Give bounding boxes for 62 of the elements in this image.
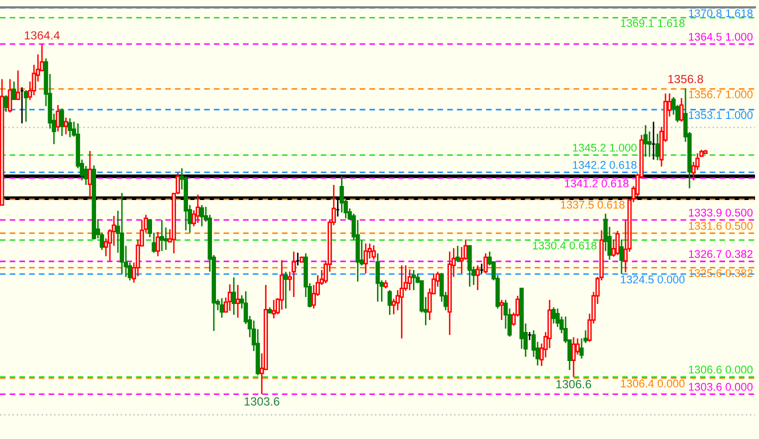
candlestick	[456, 245, 460, 263]
candlestick	[655, 133, 660, 161]
ref-line-label: 1356.7 1.000	[688, 90, 753, 98]
candlestick	[388, 289, 392, 316]
candlestick	[571, 336, 576, 378]
candlestick	[476, 264, 480, 291]
ref-line-label: 1345.2 1.000	[572, 144, 637, 152]
candlestick	[643, 124, 648, 158]
candlestick	[364, 242, 368, 274]
ref-line-label: 1364.5 1.000	[688, 32, 753, 41]
candlestick	[24, 89, 28, 122]
ref-line-label: 1337.5 0.618	[560, 200, 625, 209]
ref-line-label: 1331.6 0.500	[688, 222, 753, 230]
candlestick	[228, 284, 232, 312]
candlestick	[200, 204, 204, 228]
candlestick	[484, 252, 488, 274]
candlestick	[292, 250, 296, 298]
candlestick	[56, 104, 60, 132]
candlestick	[615, 230, 620, 256]
annotation: 1303.6	[244, 397, 280, 406]
candlestick	[284, 271, 288, 310]
candlestick	[679, 97, 684, 122]
ref-line-label: 1330.4 0.618	[532, 242, 597, 250]
candlestick	[272, 299, 276, 319]
candlestick	[220, 297, 224, 318]
candlestick	[372, 244, 376, 260]
ref-line-label: 1342.2 0.618	[572, 161, 637, 169]
candlestick	[160, 219, 164, 252]
candlestick	[156, 231, 160, 257]
annotation: 1306.6	[556, 380, 592, 388]
ref-line-label: 1303.6 0.000	[688, 382, 753, 391]
ref-line-label: 1306.4 0.000	[620, 380, 685, 388]
ref-line-label: 1341.2 0.618	[564, 180, 629, 188]
candlestick	[8, 78, 12, 114]
ref-line-label: 1325.6 0.382	[688, 269, 752, 278]
candlestick	[60, 108, 64, 137]
candlestick	[88, 150, 92, 198]
candlestick	[232, 276, 236, 316]
candlestick	[412, 269, 416, 291]
ref-line-label: 1370.8 1.618	[688, 9, 753, 18]
candlestick	[551, 306, 556, 324]
candlestick	[196, 194, 200, 224]
candlestick	[579, 338, 584, 360]
ref-line-label: 1324.5 0.000	[620, 276, 685, 284]
annotation: 1356.8	[668, 74, 704, 84]
candlestick	[408, 268, 412, 291]
ref-line-label: 1353.1 1.000	[688, 111, 753, 119]
candlestick	[376, 252, 380, 302]
ref-line-label: 1333.9 0.500	[688, 208, 753, 217]
candlestick	[499, 299, 504, 321]
candlestick	[4, 94, 8, 113]
ref-line-label: 1306.6 0.000	[688, 366, 753, 374]
ref-line-label: 1326.7 0.382	[688, 250, 752, 258]
annotation: 1364.4	[24, 31, 60, 40]
candlestick	[68, 118, 72, 138]
candlestick	[236, 284, 240, 318]
candlestick	[64, 116, 68, 136]
candlestick	[619, 238, 624, 275]
candlestick	[400, 264, 404, 340]
candlestick	[12, 80, 16, 101]
ref-line-label: 1369.1 1.618	[620, 19, 685, 28]
candlestick	[16, 70, 20, 101]
